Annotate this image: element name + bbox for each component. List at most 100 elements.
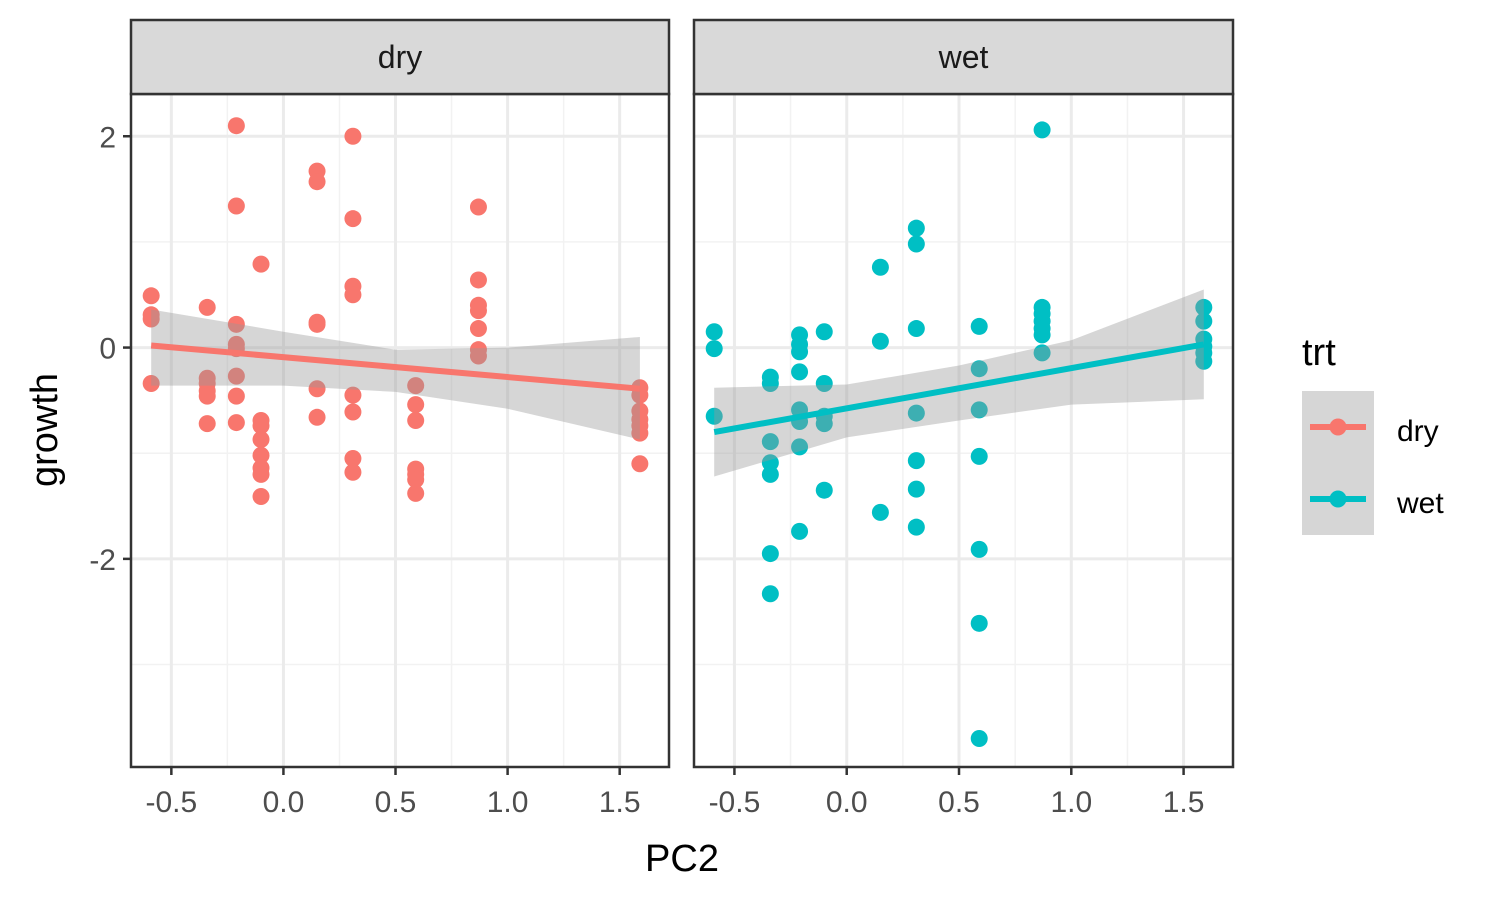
data-point (791, 438, 809, 456)
data-point (970, 401, 988, 419)
x-axis-title: PC2 (645, 838, 719, 880)
y-axis-title: growth (24, 373, 66, 487)
data-point (198, 415, 216, 433)
data-point (815, 323, 833, 341)
data-point (907, 235, 925, 253)
legend-key-point (1329, 418, 1347, 436)
data-point (198, 298, 216, 316)
legend-key-point (1329, 490, 1347, 508)
data-point (705, 340, 723, 358)
x-tick-label: -0.5 (145, 786, 197, 819)
data-point (227, 197, 245, 215)
data-point (705, 407, 723, 425)
data-point (227, 117, 245, 135)
x-axis-dry: -0.5 0.0 0.5 1.0 1.5 (145, 767, 641, 819)
data-point (469, 198, 487, 216)
data-point (631, 424, 649, 442)
facet-strip (692, 18, 1235, 96)
y-tick-label: -2 (89, 544, 116, 577)
x-tick-label: -0.5 (709, 786, 761, 819)
data-point (761, 454, 779, 472)
legend-title: trt (1302, 332, 1336, 374)
panel-wet: wet (692, 18, 1235, 769)
data-point (970, 729, 988, 747)
x-tick-label: 1.0 (1050, 786, 1092, 819)
confidence-band (714, 289, 1204, 477)
data-point (142, 310, 160, 328)
data-point (344, 449, 362, 467)
data-point (791, 522, 809, 540)
panel-dry: dry (129, 18, 671, 769)
facet-strip-label: wet (938, 39, 989, 75)
data-point (1195, 298, 1213, 316)
data-point (871, 258, 889, 276)
data-point (198, 387, 216, 405)
data-point (344, 463, 362, 481)
x-tick-label: 1.5 (599, 786, 641, 819)
x-tick-label: 0.5 (375, 786, 417, 819)
x-tick-label: 1.5 (1163, 786, 1205, 819)
data-point (252, 488, 270, 506)
data-point (227, 367, 245, 385)
facet-strip-label: dry (378, 39, 422, 75)
panels: dry wet (129, 18, 1235, 769)
y-tick-label: 2 (99, 121, 116, 154)
data-point (308, 408, 326, 426)
data-point (791, 363, 809, 381)
legend-label-dry: dry (1397, 415, 1439, 448)
y-axis: -2 0 2 (89, 121, 131, 577)
data-point (791, 343, 809, 361)
data-point (308, 315, 326, 333)
data-point (469, 347, 487, 365)
legend-key-wet (1302, 463, 1374, 535)
y-tick-label: 0 (99, 333, 116, 366)
panel-background (131, 94, 669, 767)
confidence-band (151, 309, 640, 440)
data-point (344, 286, 362, 304)
data-point (407, 484, 425, 502)
data-point (252, 446, 270, 464)
data-point (631, 455, 649, 473)
facet-strip (129, 18, 671, 96)
data-point (344, 386, 362, 404)
data-point (407, 377, 425, 395)
data-point (1033, 326, 1051, 344)
data-point (761, 465, 779, 483)
data-point (344, 403, 362, 421)
data-point (227, 387, 245, 405)
data-point (970, 317, 988, 335)
data-point (252, 255, 270, 273)
data-point (252, 430, 270, 448)
fit-line (713, 341, 1205, 436)
data-point (815, 481, 833, 499)
data-point (407, 471, 425, 489)
x-tick-label: 0.0 (263, 786, 305, 819)
x-axes: -0.5 0.0 0.5 1.0 1.5 -0.5 0.0 0.5 1.0 1.5 (145, 767, 1204, 819)
data-point (907, 320, 925, 338)
data-point (815, 374, 833, 392)
x-tick-label: 0.5 (938, 786, 980, 819)
data-point (871, 332, 889, 350)
data-point (970, 447, 988, 465)
data-point (761, 433, 779, 451)
data-point (252, 465, 270, 483)
legend: trt dry wet (1302, 332, 1444, 535)
data-point (142, 374, 160, 392)
data-point (815, 415, 833, 433)
data-point (970, 614, 988, 632)
data-point (761, 374, 779, 392)
data-point (227, 414, 245, 432)
data-point (469, 320, 487, 338)
data-point (469, 271, 487, 289)
legend-label-wet: wet (1396, 487, 1444, 520)
data-point (142, 287, 160, 305)
legend-keys (1302, 391, 1374, 535)
data-point (871, 503, 889, 521)
data-point (1195, 352, 1213, 370)
data-point (344, 210, 362, 228)
data-point (252, 417, 270, 435)
data-point (469, 302, 487, 320)
data-point (705, 323, 723, 341)
data-point (907, 518, 925, 536)
